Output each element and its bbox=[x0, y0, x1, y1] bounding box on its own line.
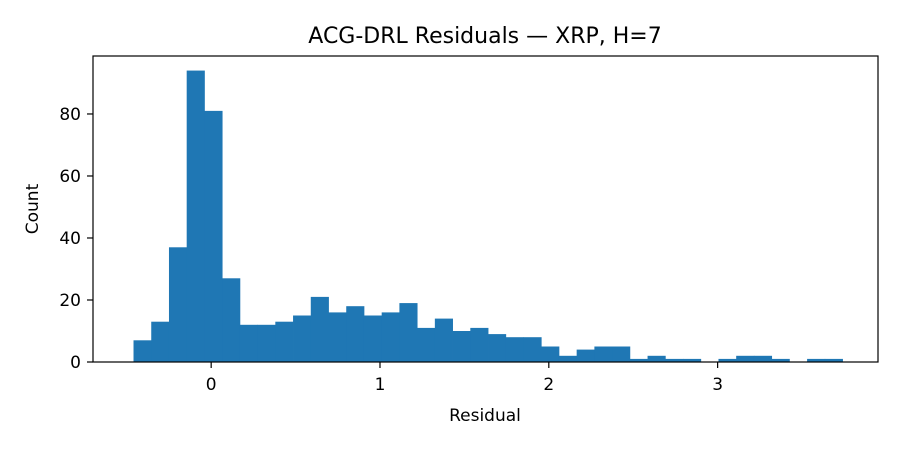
histogram-bar bbox=[718, 358, 737, 362]
histogram-bar bbox=[381, 312, 400, 362]
x-tick-label: 2 bbox=[543, 375, 554, 395]
histogram-bar bbox=[558, 355, 578, 362]
histogram-bar bbox=[470, 327, 489, 362]
histogram-bar bbox=[168, 247, 188, 362]
histogram-bar bbox=[417, 327, 436, 362]
histogram-bar bbox=[771, 358, 790, 362]
histogram-bar bbox=[612, 346, 631, 362]
y-tick-label: 20 bbox=[59, 291, 81, 311]
chart-title: ACG-DRL Residuals — XRP, H=7 bbox=[308, 24, 661, 49]
x-axis-label: Residual bbox=[449, 406, 521, 426]
histogram-bar bbox=[310, 296, 329, 362]
histogram-bar bbox=[753, 355, 773, 362]
histogram-bar bbox=[434, 318, 453, 362]
histogram-bar bbox=[736, 355, 755, 362]
x-tick-label: 3 bbox=[712, 375, 723, 395]
histogram-bar bbox=[204, 110, 223, 362]
histogram-bar bbox=[399, 303, 418, 362]
histogram-bar bbox=[186, 70, 205, 362]
histogram-bar bbox=[452, 331, 471, 362]
x-axis-ticks: 0 1 2 3 bbox=[206, 362, 723, 395]
histogram-bar bbox=[647, 355, 666, 362]
y-tick-label: 0 bbox=[70, 353, 81, 373]
y-axis-ticks: 0 20 40 60 80 bbox=[59, 105, 93, 373]
y-tick-label: 40 bbox=[59, 229, 81, 249]
histogram-bar bbox=[293, 315, 312, 362]
histogram-bar bbox=[824, 358, 843, 362]
histogram-bar bbox=[222, 278, 241, 362]
histogram-bar bbox=[257, 324, 276, 362]
y-axis-label: Count bbox=[23, 183, 43, 234]
histogram-bar bbox=[346, 306, 365, 362]
histogram-bar bbox=[151, 321, 170, 362]
histogram-bar bbox=[133, 340, 152, 362]
histogram-bar bbox=[594, 346, 613, 362]
histogram-bar bbox=[239, 324, 258, 362]
y-tick-label: 60 bbox=[59, 167, 81, 187]
histogram-bar bbox=[275, 321, 294, 362]
bars-group bbox=[133, 70, 843, 362]
histogram-bar bbox=[683, 358, 702, 362]
plot-frame bbox=[92, 55, 879, 363]
x-tick-label: 0 bbox=[206, 375, 217, 395]
histogram-bar bbox=[488, 334, 507, 362]
histogram-bar bbox=[541, 346, 560, 362]
histogram-bar bbox=[363, 315, 383, 362]
histogram-bar bbox=[576, 349, 595, 362]
histogram-bar bbox=[807, 358, 826, 362]
y-tick-label: 80 bbox=[59, 105, 81, 125]
histogram-bar bbox=[523, 337, 542, 362]
histogram-bar bbox=[665, 358, 684, 362]
histogram-bar bbox=[629, 358, 648, 362]
histogram-bar bbox=[328, 312, 347, 362]
histogram-bar bbox=[505, 337, 524, 362]
x-tick-label: 1 bbox=[375, 375, 386, 395]
